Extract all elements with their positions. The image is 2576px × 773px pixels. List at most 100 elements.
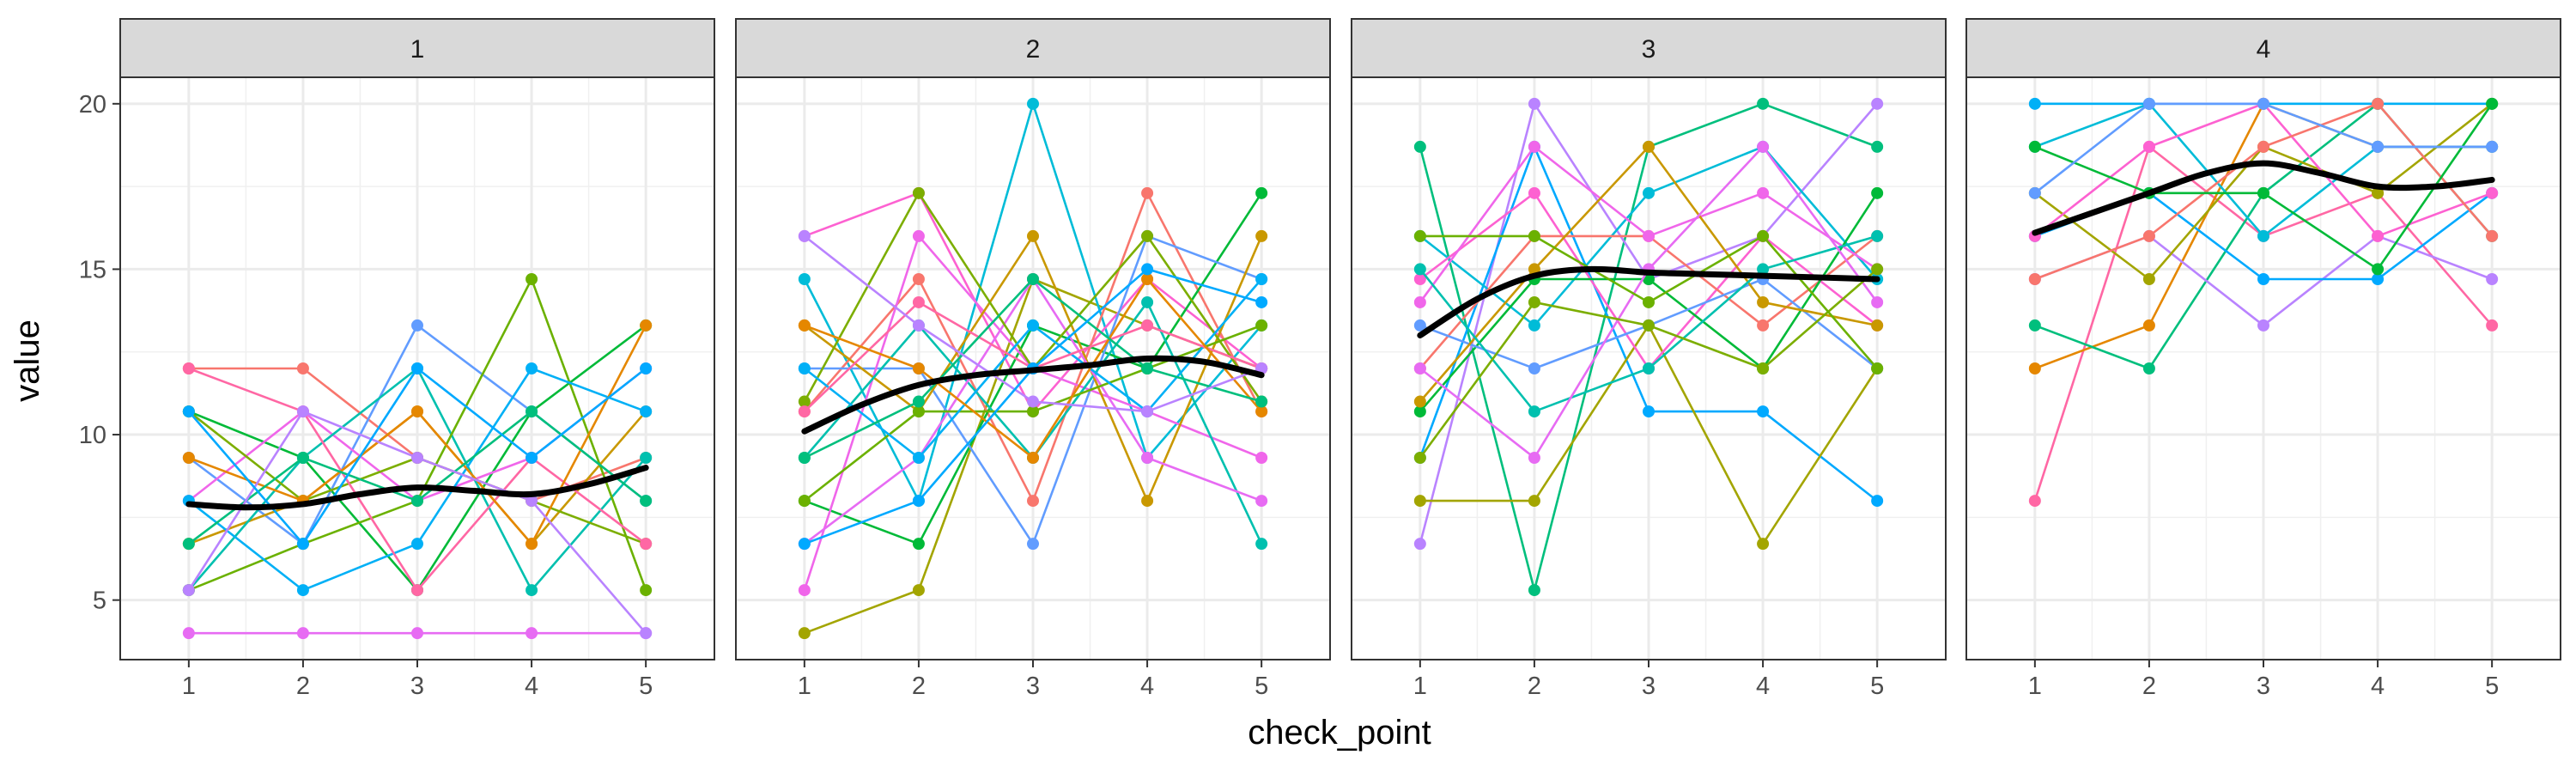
x-tick-label: 1	[798, 673, 811, 700]
subject-point	[640, 627, 653, 640]
subject-point	[182, 584, 195, 597]
subject-point	[1757, 140, 1770, 153]
subject-point	[2486, 272, 2499, 285]
x-tick-label: 1	[182, 673, 196, 700]
subject-point	[1643, 319, 1655, 332]
subject-point	[2142, 97, 2155, 110]
subject-point	[798, 627, 811, 640]
facet-panel-1: 1 1 2 3 4 5 5 10 15 20	[79, 18, 715, 700]
subject-point	[2142, 272, 2155, 285]
smooth-trend-line	[1417, 265, 1880, 338]
facet-panel-4: 4 1 2 3 4 5	[1965, 18, 2561, 700]
subject-point	[411, 584, 423, 597]
x-axis-title: check_point	[1248, 714, 1431, 752]
subject-point	[798, 272, 811, 285]
subject-point	[296, 627, 309, 640]
subject-point	[912, 452, 925, 465]
x-tick-label: 5	[2485, 673, 2499, 700]
x-tick-label: 5	[1870, 673, 1884, 700]
subject-point	[1413, 362, 1426, 374]
subject-point	[1027, 97, 1039, 110]
subject-point	[1643, 140, 1655, 153]
subject-point	[912, 584, 925, 597]
subject-point	[1413, 319, 1426, 332]
subject-point	[1413, 295, 1426, 308]
subject-point	[2028, 319, 2041, 332]
subject-point	[182, 627, 195, 640]
subject-point	[2257, 229, 2269, 242]
subject-point	[912, 395, 925, 408]
subject-point	[1757, 362, 1770, 374]
subject-point	[1413, 495, 1426, 508]
x-tick-label: 3	[1026, 673, 1040, 700]
subject-point	[798, 538, 811, 551]
subject-point	[2257, 97, 2269, 110]
subject-point	[1528, 405, 1540, 418]
x-tick-label: 3	[1642, 673, 1656, 700]
subject-point	[526, 627, 538, 640]
subject-point	[2486, 97, 2499, 110]
subject-point	[1027, 495, 1039, 508]
subject-point	[1871, 229, 1884, 242]
subject-point	[182, 452, 195, 465]
subject-point	[1871, 263, 1884, 276]
subject-point	[1528, 229, 1540, 242]
x-tick-label: 3	[410, 673, 424, 700]
subject-point	[526, 495, 538, 508]
subject-point	[798, 452, 811, 465]
subject-point	[526, 362, 538, 374]
subject-point	[912, 495, 925, 508]
subject-point	[1528, 584, 1540, 597]
subject-point	[1255, 538, 1268, 551]
y-tick-label: 10	[79, 422, 106, 449]
subject-point	[1141, 295, 1154, 308]
subject-point	[798, 395, 811, 408]
subject-point	[526, 452, 538, 465]
subject-point	[2372, 229, 2385, 242]
subject-point	[411, 319, 423, 332]
subject-point	[2142, 319, 2155, 332]
subject-point	[1528, 295, 1540, 308]
x-tick-label: 5	[1255, 673, 1268, 700]
subject-point	[1757, 263, 1770, 276]
subject-point	[2142, 229, 2155, 242]
subject-point	[1255, 495, 1268, 508]
subject-point	[1528, 452, 1540, 465]
subject-point	[526, 538, 538, 551]
subject-point	[2142, 140, 2155, 153]
subject-point	[640, 584, 653, 597]
subject-point	[1255, 395, 1268, 408]
subject-point	[640, 319, 653, 332]
subject-point	[640, 362, 653, 374]
y-axis-title: value	[9, 320, 46, 402]
subject-point	[1141, 263, 1154, 276]
subject-point	[1528, 495, 1540, 508]
subject-point	[1141, 319, 1154, 332]
y-tick-label: 20	[79, 91, 106, 119]
subject-point	[526, 584, 538, 597]
subject-point	[1413, 538, 1426, 551]
smooth-trend-line	[801, 355, 1265, 435]
x-tick-label: 4	[2371, 673, 2385, 700]
subject-point	[2486, 186, 2499, 199]
subject-point	[1027, 319, 1039, 332]
subject-point	[1141, 452, 1154, 465]
subject-point	[798, 319, 811, 332]
x-tick-label: 4	[1140, 673, 1154, 700]
subject-point	[1027, 229, 1039, 242]
subject-point	[411, 405, 423, 418]
subject-point	[1528, 319, 1540, 332]
subject-point	[1871, 97, 1884, 110]
subject-point	[1757, 229, 1770, 242]
subject-point	[2257, 140, 2269, 153]
subject-point	[1141, 405, 1154, 418]
subject-point	[1413, 229, 1426, 242]
subject-point	[798, 229, 811, 242]
subject-point	[798, 405, 811, 418]
subject-point	[798, 584, 811, 597]
subject-point	[1871, 319, 1884, 332]
y-tick-label: 15	[79, 256, 106, 283]
subject-point	[1141, 495, 1154, 508]
subject-point	[2257, 272, 2269, 285]
